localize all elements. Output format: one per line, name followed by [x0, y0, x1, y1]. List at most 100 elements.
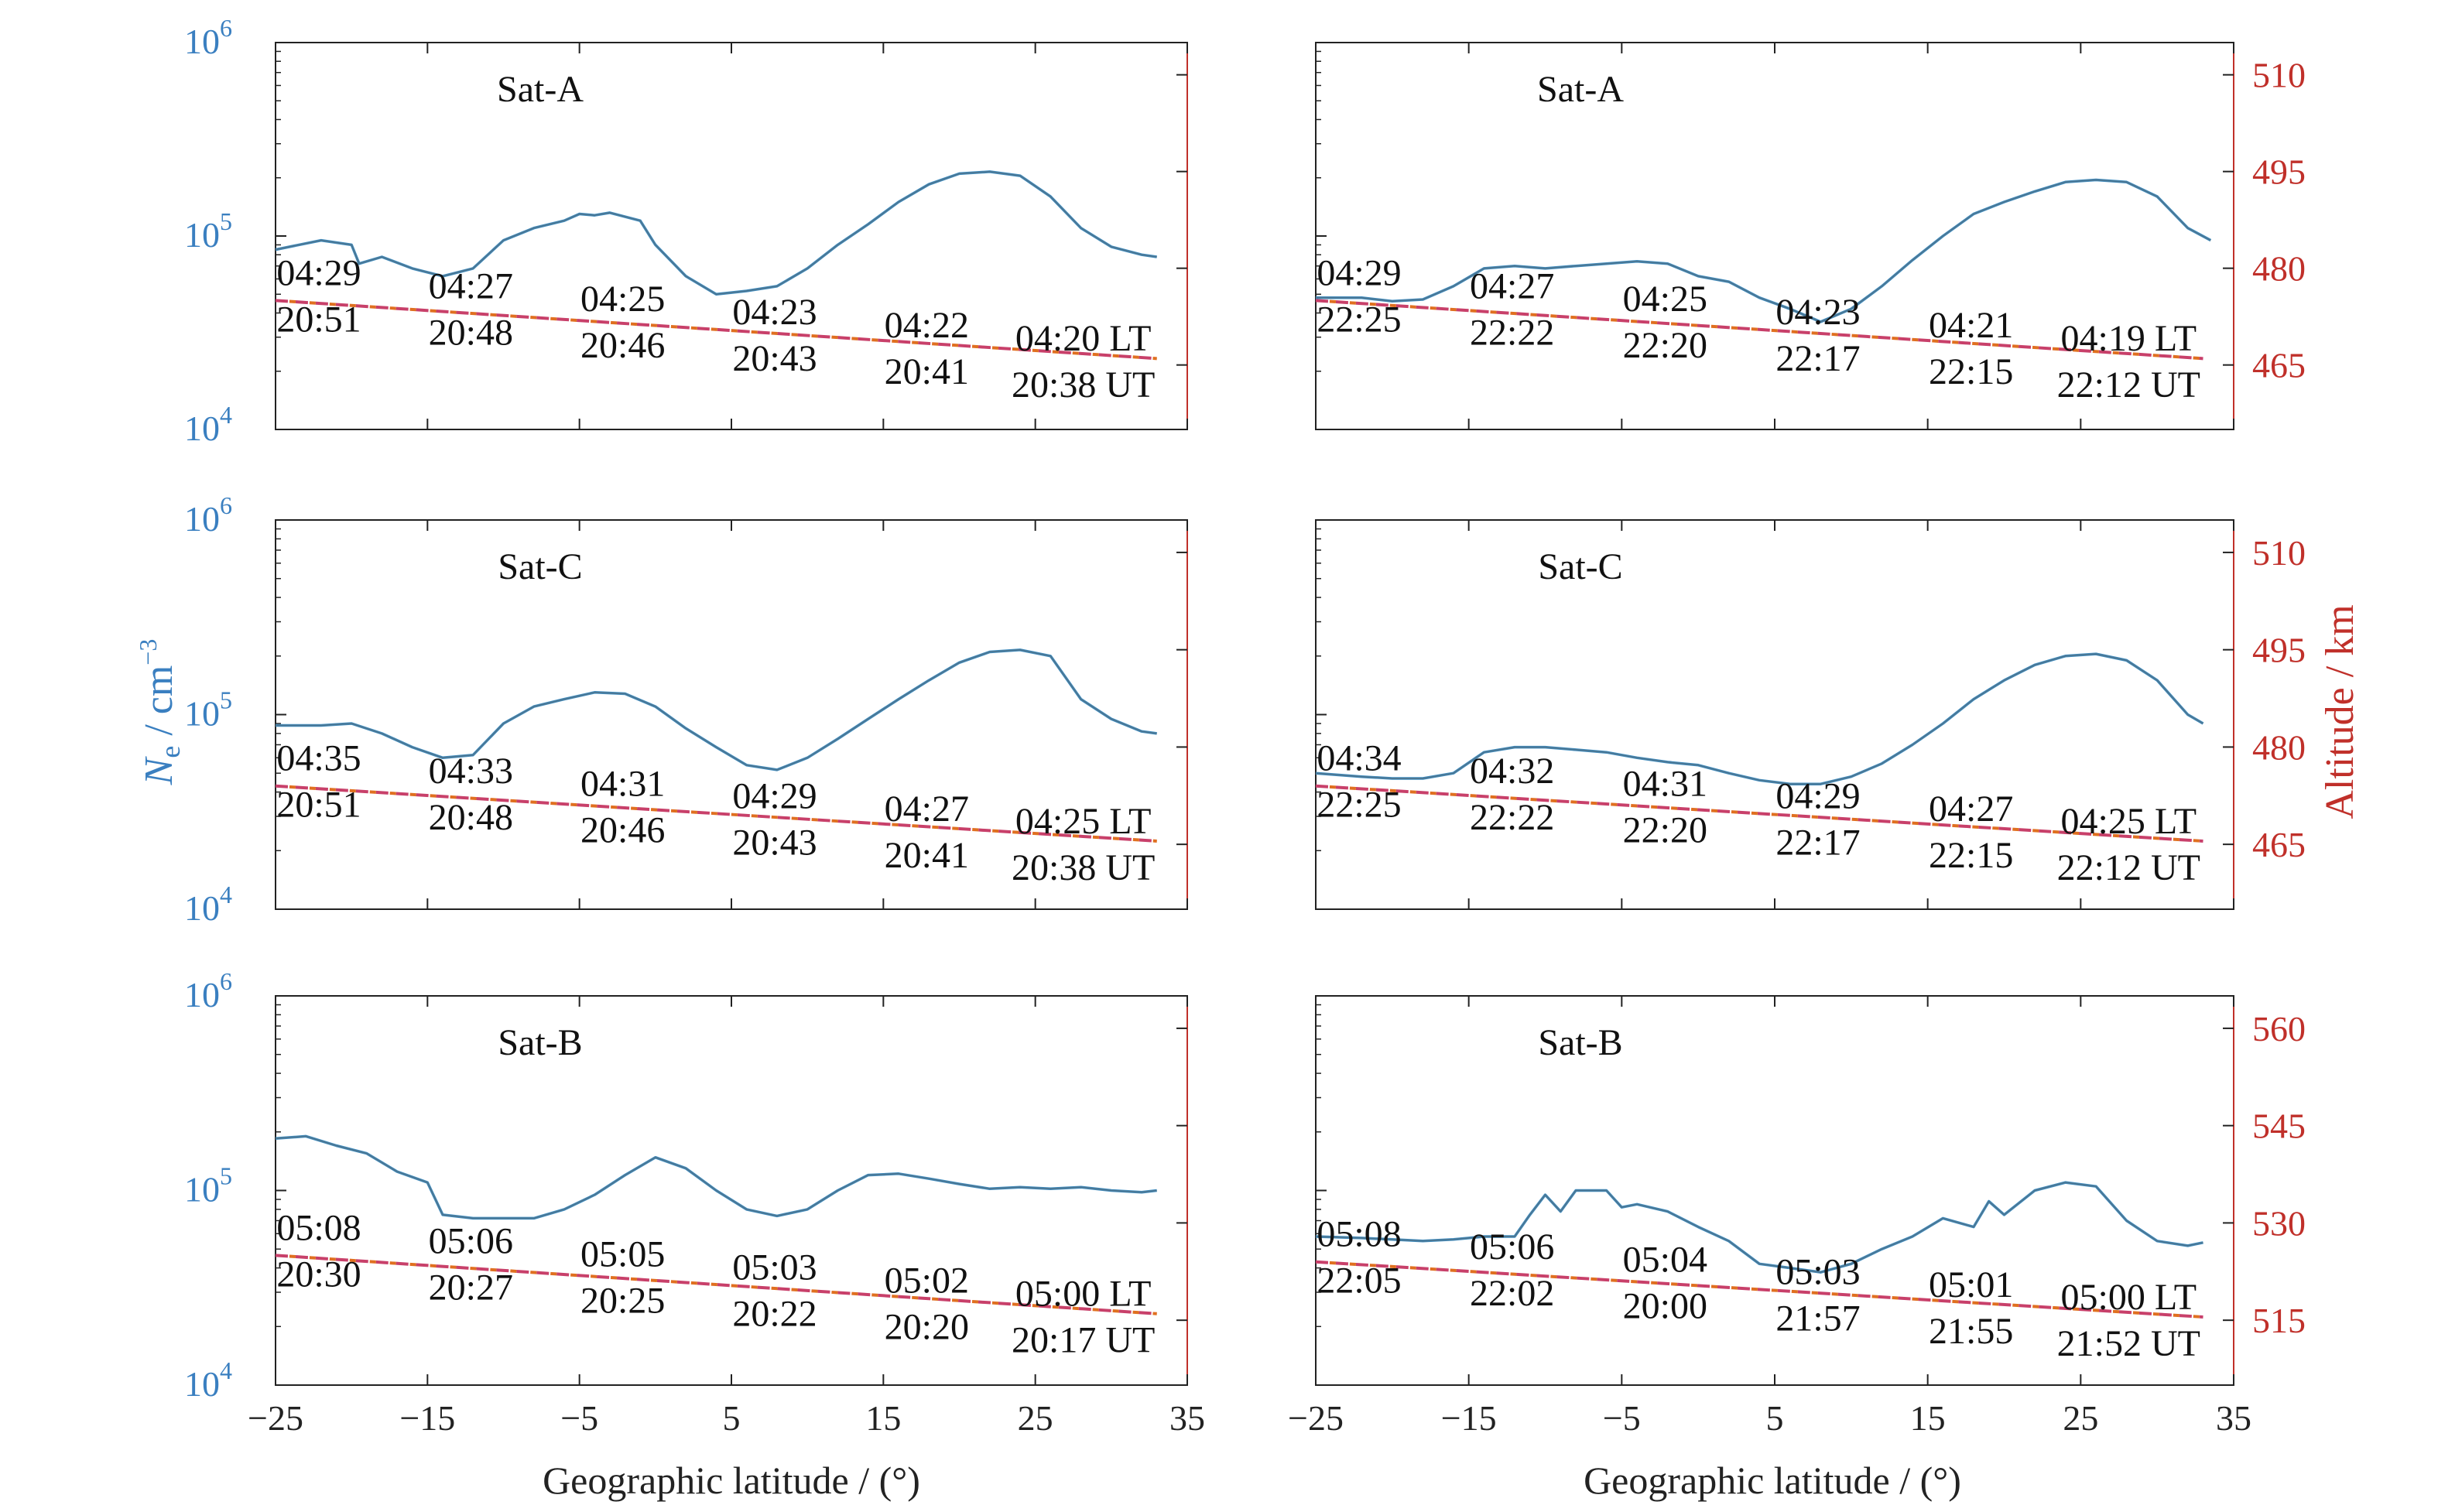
time-label-lt: 04:21	[1929, 305, 2013, 346]
time-label-ut: 20:51	[276, 785, 361, 826]
altitude-line-alt	[275, 784, 1157, 843]
y-tick-label: 105	[184, 686, 232, 734]
y2-tick-label: 510	[2252, 56, 2306, 95]
density-line-shadow	[276, 648, 1157, 771]
time-label-lt: 04:27	[1929, 788, 2013, 830]
y-tick-exp: 6	[220, 14, 232, 42]
x-axis-label-left: Geographic latitude / (°)	[543, 1459, 920, 1502]
time-label-lt: 04:20 LT	[1015, 318, 1152, 359]
y-tick-base: 10	[184, 409, 220, 448]
time-label-lt: 05:01	[1929, 1264, 2013, 1305]
x-tick-label: 15	[1910, 1398, 1946, 1438]
y-tick-exp: 4	[220, 1356, 232, 1384]
panel-title: Sat-A	[1537, 69, 1624, 110]
time-label-ut: 22:05	[1317, 1261, 1401, 1302]
x-tick-label: −15	[1441, 1398, 1497, 1438]
chart-panel-bottom-left: −25 −15 −5 5 15 25 35104105106Sat-B05:0820:300…	[184, 967, 1205, 1438]
density-line	[275, 1134, 1157, 1220]
time-label-ut: 20:41	[885, 835, 969, 876]
density-line-shadow	[1315, 1182, 2203, 1274]
panel-title: Sat-C	[1538, 546, 1622, 587]
chart-panel-top-left: 104105106Sat-A04:2920:5104:2720:4804:252…	[184, 14, 1188, 448]
time-label-ut: 20:48	[429, 312, 513, 353]
time-label-lt: 05:05	[580, 1233, 665, 1274]
time-label-lt: 04:25	[580, 279, 665, 320]
time-label-ut: 20:30	[276, 1254, 361, 1295]
y-tick-base: 10	[184, 975, 220, 1014]
time-label-lt: 04:29	[276, 252, 361, 293]
time-label-lt: 05:03	[732, 1247, 817, 1288]
panel-title: Sat-A	[497, 69, 584, 110]
density-line	[1316, 178, 2212, 323]
time-label-ut: 20:00	[1623, 1285, 1707, 1326]
time-label-lt: 04:23	[732, 292, 817, 333]
x-tick-label: 5	[1766, 1398, 1784, 1438]
density-line-shadow	[1315, 653, 2204, 785]
time-label-ut: 20:51	[276, 299, 361, 340]
time-label-lt: 04:19 LT	[2061, 318, 2197, 359]
time-label-lt: 05:00 LT	[2061, 1277, 2197, 1318]
x-tick-label: 35	[1169, 1398, 1205, 1438]
time-label-ut: 20:38 UT	[1012, 364, 1155, 405]
y-tick-exp: 6	[220, 967, 232, 995]
y-tick-label: 104	[184, 881, 232, 928]
y-tick-base: 10	[184, 22, 220, 61]
time-label-ut: 22:20	[1623, 809, 1707, 850]
time-label-ut: 22:17	[1775, 338, 1860, 379]
x-tick-label: 25	[2063, 1398, 2098, 1438]
x-tick-label: 25	[1018, 1398, 1053, 1438]
density-line	[1315, 652, 2204, 785]
y2-tick-label: 465	[2252, 346, 2306, 385]
altitude-line-alt	[275, 299, 1157, 361]
time-label-lt: 05:06	[1470, 1226, 1554, 1267]
y-tick-base: 10	[184, 215, 220, 255]
y2-tick-label: 495	[2252, 152, 2306, 192]
x-tick-label: −5	[1603, 1398, 1641, 1438]
altitude-line	[1315, 784, 2203, 843]
time-label-ut: 21:57	[1775, 1298, 1860, 1339]
altitude-line-alt	[1315, 299, 2203, 361]
time-label-lt: 04:29	[732, 776, 817, 817]
time-label-ut: 22:20	[1623, 325, 1707, 366]
y2-tick-label: 480	[2252, 249, 2306, 289]
y2-tick-label: 510	[2252, 533, 2306, 573]
time-label-lt: 04:33	[429, 751, 513, 792]
y2-tick-label: 545	[2252, 1107, 2306, 1146]
x-tick-label: 35	[2216, 1398, 2251, 1438]
chart-panel-middle-right: 465 480 495 510 Sat-C 04:34 22:25 04:32 22:22 04:…	[1315, 519, 2306, 910]
y2-tick-label: 530	[2252, 1203, 2306, 1243]
time-label-ut: 22:17	[1775, 823, 1860, 864]
time-label-lt: 05:08	[1317, 1214, 1401, 1255]
time-label-lt: 04:27	[885, 788, 969, 830]
density-line	[275, 170, 1157, 296]
time-label-lt: 04:27	[429, 265, 513, 306]
time-label-ut: 20:20	[885, 1306, 969, 1347]
density-line	[276, 648, 1157, 771]
y-tick-label: 104	[184, 401, 232, 448]
density-line-shadow	[275, 170, 1157, 296]
time-label-ut: 22:25	[1317, 299, 1401, 340]
density-line-shadow	[275, 1135, 1157, 1220]
left-axis-label-main: N	[137, 755, 181, 785]
time-label-lt: 04:31	[580, 763, 665, 804]
x-tick-label: 15	[865, 1398, 901, 1438]
altitude-line	[275, 1254, 1157, 1315]
x-tick-label: −25	[248, 1398, 303, 1438]
left-axis-label-sup: −3	[134, 639, 162, 665]
left-axis-label: Ne / cm−3	[134, 639, 186, 786]
panels-group: 104105106Sat-A04:2920:5104:2720:4804:252…	[184, 14, 2306, 1438]
time-label-lt: 04:35	[276, 738, 361, 779]
y-tick-label: 106	[184, 14, 232, 61]
altitude-line	[275, 784, 1157, 843]
x-axis-label-right: Geographic latitude / (°)	[1584, 1459, 1961, 1502]
time-label-lt: 04:32	[1470, 751, 1554, 792]
time-label-ut: 22:15	[1929, 835, 2013, 876]
x-tick-label: 5	[723, 1398, 741, 1438]
y-tick-base: 10	[184, 694, 220, 734]
y2-tick-label: 515	[2252, 1301, 2306, 1340]
panel-title: Sat-B	[498, 1022, 582, 1063]
time-label-ut: 21:52 UT	[2057, 1323, 2200, 1364]
time-label-lt: 05:06	[429, 1220, 513, 1261]
y-tick-label: 106	[184, 967, 232, 1014]
